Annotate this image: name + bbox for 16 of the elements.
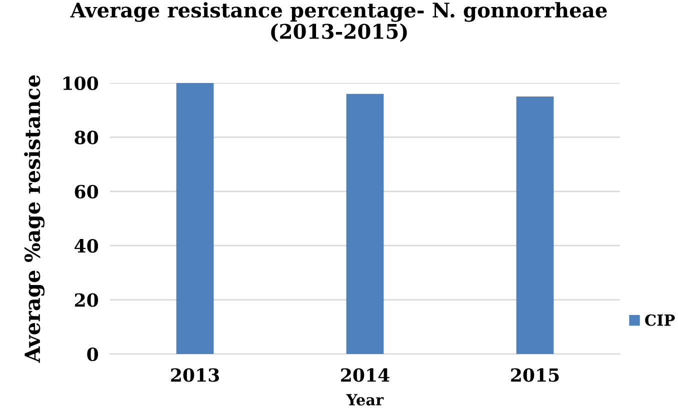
y-tick-label: 0 (87, 347, 98, 362)
y-tick-label: 100 (63, 76, 98, 90)
y-tick-label: 20 (74, 293, 98, 307)
y-tick-label: 40 (74, 239, 98, 253)
x-tick-label: 2014 (341, 368, 390, 382)
bar (516, 96, 554, 354)
legend-label: CIP (645, 314, 675, 326)
y-tick-label: 80 (74, 130, 98, 144)
chart-title: Average resistance percentage- N. gonnorrheae (2013-2015) (70, 2, 607, 42)
y-tick-label: 60 (74, 184, 98, 199)
bar (346, 94, 384, 354)
x-axis-title: Year (346, 394, 384, 406)
x-tick-label: 2013 (171, 368, 219, 382)
bar (176, 83, 214, 354)
y-axis-title: Average %age resistance (24, 75, 45, 363)
x-tick-label: 2015 (511, 368, 559, 382)
